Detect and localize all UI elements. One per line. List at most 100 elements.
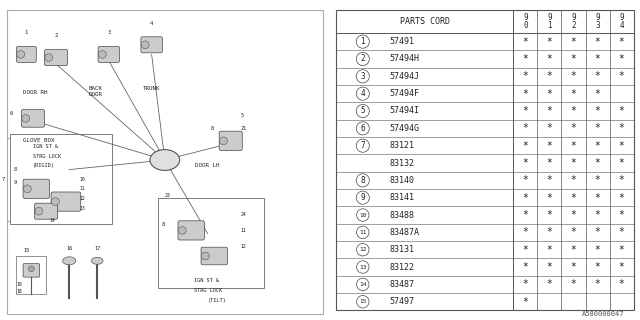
Text: 3: 3: [360, 72, 365, 81]
Bar: [10, 134, 112, 224]
Bar: [158, 198, 264, 288]
Text: *: *: [570, 36, 577, 47]
Text: BACK
DOOR: BACK DOOR: [88, 86, 102, 97]
Text: 83121: 83121: [390, 141, 415, 150]
Text: 9: 9: [547, 13, 552, 22]
FancyBboxPatch shape: [219, 131, 243, 150]
Text: *: *: [570, 245, 577, 255]
Text: *: *: [547, 71, 552, 81]
Text: 15: 15: [23, 248, 29, 253]
Text: *: *: [595, 210, 600, 220]
Text: *: *: [595, 123, 600, 133]
Text: *: *: [522, 158, 528, 168]
Circle shape: [35, 207, 43, 215]
FancyBboxPatch shape: [23, 179, 49, 198]
Text: *: *: [570, 193, 577, 203]
Text: 13: 13: [79, 205, 85, 211]
Text: *: *: [547, 279, 552, 289]
Text: 21: 21: [241, 125, 247, 131]
Text: *: *: [547, 158, 552, 168]
Text: 8: 8: [13, 167, 16, 172]
Text: *: *: [619, 106, 625, 116]
Text: 4: 4: [620, 21, 624, 30]
Text: *: *: [547, 262, 552, 272]
Text: *: *: [570, 175, 577, 185]
Text: TRUNK: TRUNK: [143, 86, 161, 92]
Circle shape: [179, 227, 186, 234]
Text: 6: 6: [10, 111, 13, 116]
Text: *: *: [595, 141, 600, 151]
Text: 12: 12: [241, 244, 246, 249]
Text: A580000047: A580000047: [582, 311, 624, 317]
Text: *: *: [619, 175, 625, 185]
FancyBboxPatch shape: [178, 221, 204, 240]
Text: 83488: 83488: [390, 211, 415, 220]
FancyBboxPatch shape: [98, 46, 120, 62]
Text: GLOVE BOX: GLOVE BOX: [23, 138, 54, 143]
Text: 83132: 83132: [390, 158, 415, 167]
Text: 9: 9: [523, 13, 527, 22]
Text: 57491: 57491: [390, 37, 415, 46]
Text: *: *: [547, 141, 552, 151]
Text: STRG LOCK: STRG LOCK: [33, 154, 61, 159]
Text: 83141: 83141: [390, 193, 415, 202]
Text: *: *: [619, 141, 625, 151]
Text: *: *: [595, 158, 600, 168]
Text: 9: 9: [620, 13, 624, 22]
Text: 10: 10: [359, 212, 367, 218]
Text: *: *: [547, 175, 552, 185]
Text: *: *: [522, 193, 528, 203]
Text: *: *: [522, 36, 528, 47]
Text: 7: 7: [2, 177, 5, 182]
Text: *: *: [595, 71, 600, 81]
Text: *: *: [570, 228, 577, 237]
Text: *: *: [570, 141, 577, 151]
Text: *: *: [522, 141, 528, 151]
Text: *: *: [595, 89, 600, 99]
Text: 2: 2: [571, 21, 576, 30]
Circle shape: [202, 252, 209, 260]
Text: *: *: [547, 36, 552, 47]
Text: 57494H: 57494H: [390, 54, 420, 63]
Text: PARTS CORD: PARTS CORD: [399, 17, 449, 26]
FancyBboxPatch shape: [45, 50, 68, 66]
FancyBboxPatch shape: [35, 203, 58, 219]
Text: *: *: [547, 228, 552, 237]
Text: 83140: 83140: [390, 176, 415, 185]
Text: 19: 19: [17, 282, 22, 287]
Text: (RIGID): (RIGID): [33, 163, 55, 168]
Text: 8: 8: [360, 176, 365, 185]
Circle shape: [141, 41, 149, 49]
Text: *: *: [547, 89, 552, 99]
Text: 14: 14: [359, 282, 367, 287]
Text: 4: 4: [360, 89, 365, 98]
Bar: [17, 256, 46, 294]
Text: *: *: [595, 54, 600, 64]
Text: 3: 3: [107, 30, 110, 35]
Ellipse shape: [92, 257, 103, 264]
Text: 9: 9: [360, 193, 365, 202]
Text: *: *: [619, 123, 625, 133]
Text: 16: 16: [66, 246, 72, 251]
FancyBboxPatch shape: [21, 109, 45, 127]
Text: *: *: [570, 262, 577, 272]
Text: *: *: [522, 245, 528, 255]
Text: 9: 9: [571, 13, 576, 22]
Circle shape: [99, 51, 106, 58]
Text: *: *: [595, 175, 600, 185]
Text: 9: 9: [595, 13, 600, 22]
Text: STRG LOCK: STRG LOCK: [195, 288, 223, 293]
Text: 83487: 83487: [390, 280, 415, 289]
Text: 17: 17: [94, 246, 100, 251]
Text: *: *: [619, 245, 625, 255]
Text: *: *: [522, 297, 528, 307]
Text: 11: 11: [79, 186, 85, 191]
Text: *: *: [570, 279, 577, 289]
Text: *: *: [595, 193, 600, 203]
FancyBboxPatch shape: [17, 46, 36, 62]
Text: DOOR LH: DOOR LH: [195, 163, 220, 168]
Ellipse shape: [150, 149, 180, 170]
Text: *: *: [570, 71, 577, 81]
Circle shape: [28, 266, 35, 272]
Text: *: *: [522, 71, 528, 81]
